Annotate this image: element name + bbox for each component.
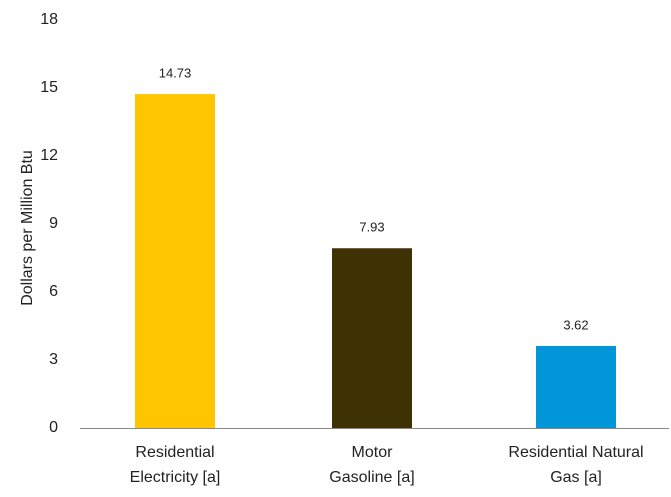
- x-category-label: Residential Natural Gas [a]: [508, 444, 643, 486]
- y-axis-ticks: 0 3 6 9 12 15 18: [40, 11, 58, 436]
- bar: [332, 248, 412, 428]
- x-category-label: Residential Electricity [a]: [130, 444, 221, 486]
- y-tick-label: 12: [40, 147, 58, 164]
- data-label: 14.73: [159, 66, 192, 81]
- y-tick-label: 0: [49, 419, 58, 436]
- x-axis-categories: Residential Electricity [a] Motor Gasoline …: [130, 444, 644, 486]
- data-label: 3.62: [563, 317, 588, 332]
- bar: [135, 94, 215, 429]
- y-axis-label: Dollars per Million Btu: [19, 150, 36, 306]
- y-tick-label: 9: [49, 215, 58, 232]
- data-label: 7.93: [359, 220, 384, 235]
- x-category-label: Motor Gasoline [a]: [329, 444, 414, 486]
- y-tick-label: 6: [49, 283, 58, 300]
- y-tick-label: 15: [40, 79, 58, 96]
- bar-series: [135, 94, 616, 429]
- y-tick-label: 18: [40, 11, 58, 28]
- data-labels: 14.73 7.93 3.62: [159, 66, 589, 333]
- bar: [536, 345, 616, 428]
- y-tick-label: 3: [49, 351, 58, 368]
